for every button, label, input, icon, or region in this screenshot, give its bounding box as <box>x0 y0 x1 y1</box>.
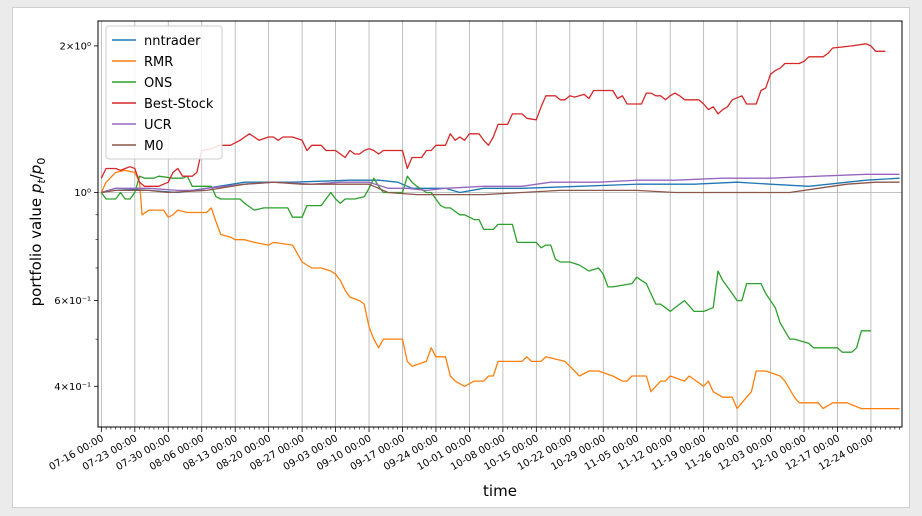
x-axis-title: time <box>483 482 517 500</box>
y-tick-label: 6×10⁻¹ <box>54 296 91 307</box>
series-lines <box>100 43 900 410</box>
y-axis-title: portfolio value pt/p0 <box>27 158 48 307</box>
series-line-rmr <box>100 169 900 410</box>
plot-area <box>97 20 903 428</box>
x-tick-label: 07-16 00:00 <box>47 433 105 473</box>
legend-label: UCR <box>144 118 172 133</box>
series-line-nntrader <box>101 177 900 194</box>
legend-box <box>105 25 223 160</box>
series-line-ons <box>100 175 871 353</box>
legend: nntrader RMR ONS Best-Stock UCR M0 <box>105 25 223 160</box>
series-line-m0 <box>101 181 900 196</box>
legend-label: Best-Stock <box>144 97 214 112</box>
series-line-best-stock <box>100 43 886 187</box>
y-tick-label: 4×10⁻¹ <box>54 382 91 393</box>
legend-label: ONS <box>144 76 172 91</box>
y-tick-label: 2×10⁰ <box>60 41 91 52</box>
legend-label: M0 <box>144 139 164 154</box>
series-line-ucr <box>101 173 900 194</box>
legend-label: nntrader <box>144 34 201 49</box>
y-tick-label: 10⁰ <box>74 188 91 199</box>
y-axis: 4×10⁻¹ 6×10⁻¹ 10⁰ 2×10⁰ <box>54 41 98 393</box>
legend-label: RMR <box>144 55 173 70</box>
figure-frame: 07-16 00:00 07-23 00:00 07-30 00:00 08-06 0… <box>12 7 910 508</box>
